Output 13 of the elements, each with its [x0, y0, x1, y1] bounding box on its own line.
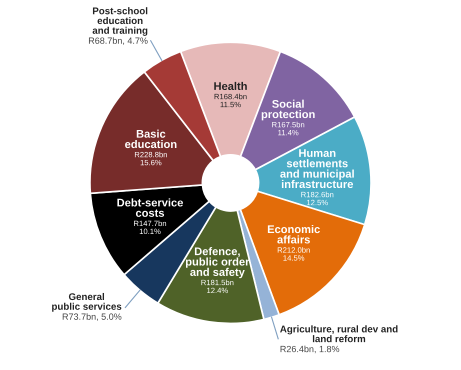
data-label: R68.7bn, 4.7% [88, 37, 148, 45]
data-label: R26.4bn, 1.8% [280, 346, 340, 354]
slice-label: Basic education [125, 130, 176, 148]
slice-label: Agriculture, rural dev and land reform [280, 325, 398, 342]
slice-label: Debt-service costs [117, 198, 183, 217]
slice-label: Defence, public order and safety [186, 247, 250, 278]
slice-label: Economic affairs [268, 224, 320, 244]
slice-label: Post-school education and training [92, 7, 148, 36]
slice-label: Human settlements and municipal infrastructure [280, 149, 354, 188]
slice-label: Health [214, 82, 247, 90]
slice-label: General public services [52, 292, 122, 312]
slice-label: Social protection [262, 100, 315, 120]
data-label: R73.7bn, 5.0% [62, 313, 122, 321]
